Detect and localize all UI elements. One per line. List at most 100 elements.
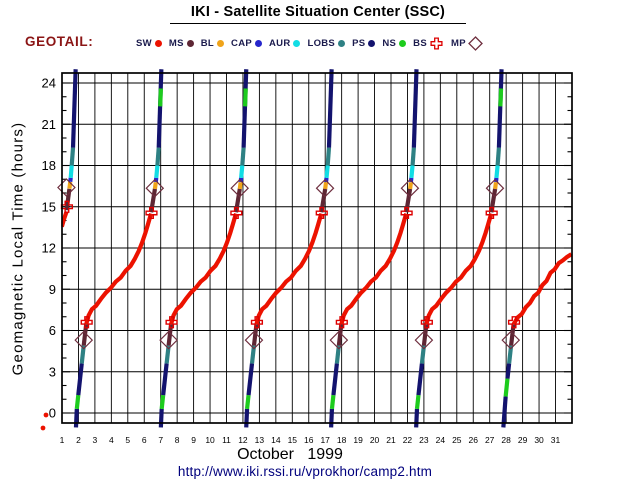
day-tick-label: 28: [501, 435, 511, 445]
ns-region-dot-icon: [399, 39, 407, 47]
trace-segment-bl: [152, 182, 158, 190]
y-axis-title: Geomagnetic Local Time (hours): [9, 121, 27, 376]
day-tick-label: 20: [370, 435, 380, 445]
day-tick-label: 14: [271, 435, 281, 445]
legend-label: NS: [382, 37, 397, 49]
trace-segment-ns: [242, 88, 248, 107]
day-tick-label: 25: [452, 435, 462, 445]
trace-segment-lobs: [410, 147, 416, 166]
mp-diamond-marker: [145, 178, 165, 198]
day-tick-label: 21: [386, 435, 396, 445]
trace-segment-bl: [237, 182, 243, 190]
trace-segment-lobs: [240, 147, 246, 166]
trace-segment-ps: [246, 363, 255, 396]
day-tick-label: 19: [353, 435, 363, 445]
legend-item-cap: CAP: [231, 38, 262, 49]
satellite-label: GEOTAIL:: [25, 34, 94, 49]
legend-item-ms: MS: [169, 38, 194, 49]
day-tick-label: 15: [288, 435, 298, 445]
legend-item-bs: BS: [413, 36, 444, 51]
sw-region-dot-icon: [154, 39, 162, 47]
day-tick-label: 8: [175, 435, 180, 445]
hour-tick-label: 15: [42, 199, 56, 214]
mp-diamond-marker: [244, 330, 264, 350]
hour-tick-label: 21: [42, 117, 56, 132]
day-tick-label: 31: [551, 435, 561, 445]
trace-segment-bl: [407, 182, 413, 190]
hour-tick-label: 0: [49, 406, 56, 421]
boundary-markers: [40, 178, 521, 431]
hour-tick-label: 18: [42, 158, 56, 173]
mp-diamond-marker: [414, 330, 434, 350]
trace-segment-sw: [169, 212, 239, 325]
bs-cross-marker: [230, 206, 243, 220]
mp-diamond-marker: [501, 330, 521, 350]
trace-segment-ns: [74, 394, 81, 410]
trace-segment-ps: [329, 408, 335, 428]
trace-segment-aur: [154, 165, 160, 179]
trace-segment-ns: [159, 394, 166, 410]
trace-segment-ps: [496, 69, 504, 148]
legend-label: BL: [200, 37, 215, 49]
day-tick-label: 5: [125, 435, 130, 445]
trace-segment-ps: [505, 363, 512, 379]
hour-tick-label: 12: [42, 241, 56, 256]
trace-segment-ms: [404, 188, 413, 213]
trace-segment-ps: [70, 69, 78, 148]
day-tick-label: 17: [320, 435, 330, 445]
mp-diamond-marker: [159, 330, 178, 350]
trace-segment-lobs: [69, 147, 76, 166]
hour-tick-label: 9: [49, 282, 56, 297]
bs-cross-marker: [145, 206, 158, 220]
source-url: http://www.iki.rssi.ru/vprokhor/camp2.ht…: [177, 464, 433, 479]
bs-cross-marker: [165, 316, 178, 329]
trace-segment-sw: [254, 212, 324, 325]
day-tick-label: 11: [222, 435, 231, 445]
grid-lines: [62, 73, 572, 423]
bs-cross-marker: [315, 206, 328, 220]
stray-data-point: [40, 425, 46, 431]
plot-border: [61, 72, 573, 424]
trace-segment-ps: [416, 363, 425, 396]
bs-cross-marker: [250, 316, 264, 329]
day-tick-label: 27: [485, 435, 495, 445]
trace-segment-aur: [68, 165, 74, 179]
trace-segment-bl: [493, 182, 499, 190]
legend-item-lobs: LOBS: [307, 38, 346, 49]
mp-diamond-marker: [57, 178, 76, 197]
day-tick-label: 23: [419, 435, 429, 445]
bs-marker-icon: [430, 36, 443, 50]
trace-segment-lobs: [325, 147, 332, 166]
trace-segment-ps: [161, 363, 169, 396]
ms-region-dot-icon: [186, 39, 194, 47]
hour-tick-label: 24: [42, 76, 56, 91]
x-axis-day-labels: 1 2 3 4 5 6 7 8 9 10 11 12 13 14 15 16 17 18 19 20 21 22 23 24 2…: [60, 435, 561, 445]
day-tick-label: 24: [436, 435, 446, 445]
trace-segment-ms: [149, 188, 158, 213]
legend-item-bl: BL: [200, 37, 225, 49]
legend-label: MP: [450, 37, 466, 49]
trace-segment-ps: [411, 69, 419, 148]
bs-cross-marker: [335, 316, 348, 329]
hour-tick-label: 3: [49, 364, 56, 379]
legend-item-mp: MP: [450, 35, 483, 51]
trace-segment-ps: [73, 408, 79, 428]
day-tick-label: 4: [109, 435, 114, 445]
bl-region-dot-icon: [217, 39, 225, 47]
trace-segment-ms: [64, 188, 72, 211]
trace-segment-aur: [494, 165, 500, 179]
mp-diamond-marker: [329, 330, 349, 350]
aur-region-dot-icon: [293, 39, 301, 47]
trace-segment-sw: [339, 212, 409, 325]
trace-segment-ns: [244, 394, 251, 410]
page-title: IKI - Satellite Situation Center (SSC): [170, 4, 466, 24]
lobs-region-dot-icon: [338, 39, 346, 47]
day-tick-label: 13: [255, 435, 265, 445]
trace-segment-bl: [323, 182, 329, 190]
trace-segment-ps: [331, 363, 339, 396]
trace-segment-ns: [329, 394, 336, 410]
bs-cross-marker: [507, 316, 521, 329]
legend-item-ps: PS: [352, 38, 376, 49]
